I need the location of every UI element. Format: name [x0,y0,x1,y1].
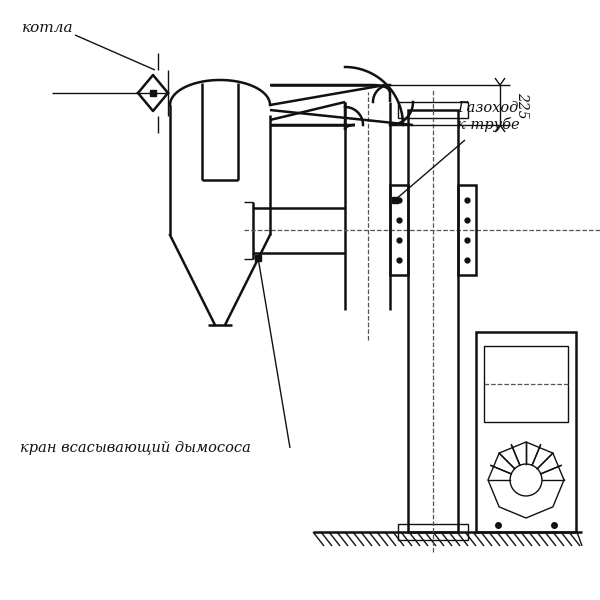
Text: 225: 225 [515,92,529,118]
Bar [476,332,576,532]
Bar [484,346,568,422]
Bar [408,110,458,532]
Text: Газоход
к трубе: Газоход к трубе [457,101,520,132]
Text: котла: котла [22,21,74,35]
Bar [390,185,408,275]
Bar [458,185,476,275]
Bar [398,102,468,118]
Text: кран всасывающий дымососа: кран всасывающий дымососа [20,441,251,455]
Bar [398,524,468,540]
